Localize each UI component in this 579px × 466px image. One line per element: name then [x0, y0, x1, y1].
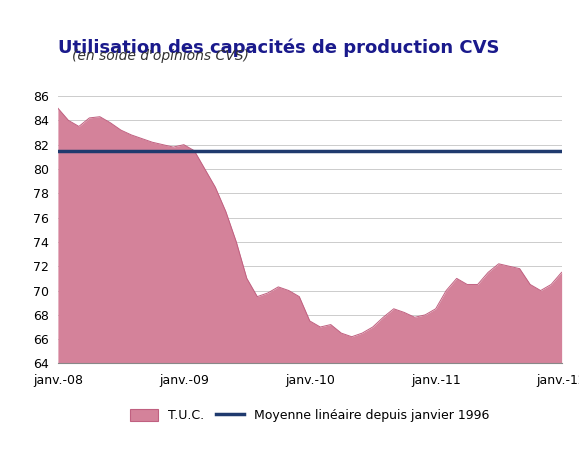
Text: Utilisation des capacités de production CVS: Utilisation des capacités de production …: [58, 39, 500, 57]
Text: (en solde d'opinions CVS): (en solde d'opinions CVS): [72, 49, 249, 63]
Legend: T.U.C., Moyenne linéaire depuis janvier 1996: T.U.C., Moyenne linéaire depuis janvier …: [125, 404, 494, 427]
